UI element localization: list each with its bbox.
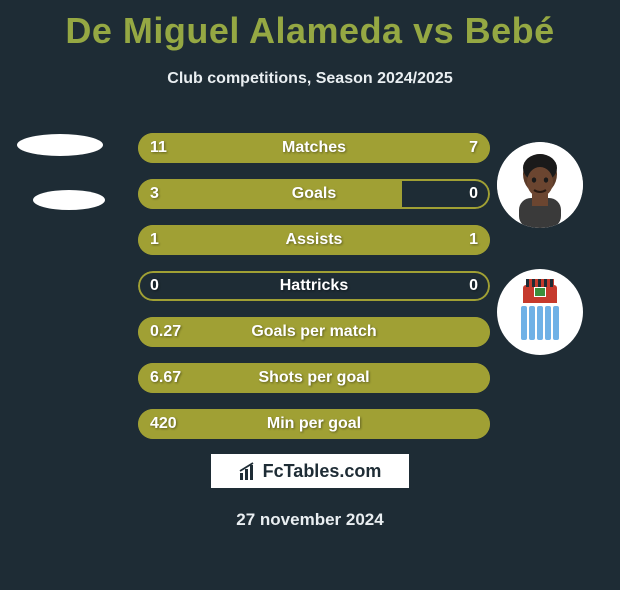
footer-date: 27 november 2024: [0, 510, 620, 530]
page-title: De Miguel Alameda vs Bebé: [0, 10, 620, 52]
stat-row: 11Assists: [138, 225, 490, 255]
stat-row: 420Min per goal: [138, 409, 490, 439]
stat-label: Assists: [138, 225, 490, 255]
player-left-avatar-placeholder: [17, 134, 103, 156]
stat-label: Matches: [138, 133, 490, 163]
stat-label: Goals: [138, 179, 490, 209]
player-silhouette-icon: [497, 142, 583, 228]
stat-row: 117Matches: [138, 133, 490, 163]
stat-label: Shots per goal: [138, 363, 490, 393]
stat-row: 00Hattricks: [138, 271, 490, 301]
stat-row: 0.27Goals per match: [138, 317, 490, 347]
crest-stripes-icon: [521, 306, 559, 340]
bars-rising-icon: [239, 461, 259, 481]
player-right-avatar: [497, 142, 583, 228]
fctables-logo: FcTables.com: [210, 453, 410, 489]
subtitle: Club competitions, Season 2024/2025: [0, 70, 620, 88]
stat-row: 30Goals: [138, 179, 490, 209]
footer-brand-text: FcTables.com: [263, 461, 382, 482]
stat-label: Min per goal: [138, 409, 490, 439]
club-left-crest-placeholder: [33, 190, 105, 210]
crest-battlements-icon: [523, 285, 557, 303]
comparison-bars: 117Matches 30Goals 11Assists 00Hattricks 0.2…: [138, 133, 490, 455]
stat-label: Hattricks: [138, 271, 490, 301]
stat-row: 6.67Shots per goal: [138, 363, 490, 393]
stat-label: Goals per match: [138, 317, 490, 347]
club-right-crest: [497, 269, 583, 355]
